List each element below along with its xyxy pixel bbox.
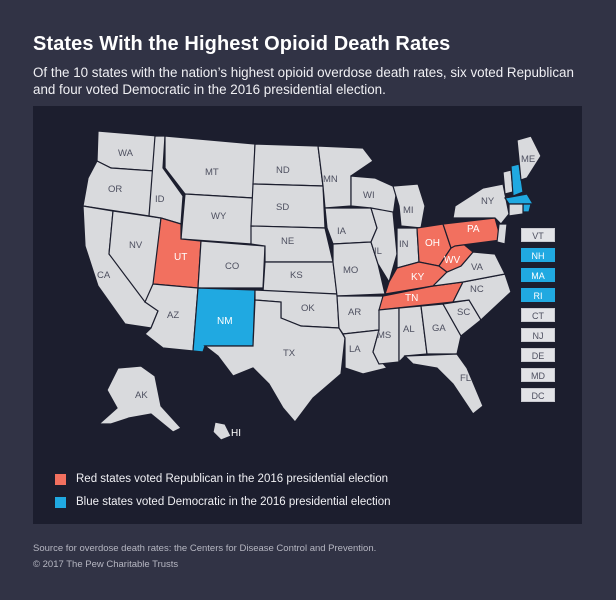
state-MA — [503, 193, 535, 205]
label-MI: MI — [403, 205, 414, 216]
box-DC: DC — [521, 388, 555, 402]
label-PA: PA — [467, 224, 480, 235]
state-IL — [370, 207, 398, 284]
page-title: States With the Highest Opioid Death Rat… — [33, 33, 451, 55]
label-HI: HI — [231, 428, 241, 439]
label-NE: NE — [281, 236, 294, 247]
state-PA — [442, 217, 502, 249]
label-MO: MO — [343, 265, 358, 276]
label-CO: CO — [225, 261, 239, 272]
label-LA: LA — [349, 344, 361, 355]
label-UT: UT — [174, 252, 187, 263]
label-MS: MS — [377, 330, 391, 341]
label-VA: VA — [471, 262, 484, 273]
label-IN: IN — [399, 239, 409, 250]
label-KY: KY — [411, 272, 425, 283]
label-GA: GA — [432, 323, 446, 334]
map-panel: WA OR CA NV ID MT WY UT CO AZ NM ND SD N… — [33, 106, 582, 524]
box-NH: NH — [521, 248, 555, 262]
label-SD: SD — [276, 202, 289, 213]
box-DE: DE — [521, 348, 555, 362]
label-AK: AK — [135, 390, 148, 401]
label-MT: MT — [205, 167, 219, 178]
source-note: Source for overdose death rates: the Cen… — [33, 543, 377, 554]
label-MN: MN — [323, 174, 338, 185]
label-TX: TX — [283, 348, 296, 359]
us-map: WA OR CA NV ID MT WY UT CO AZ NM ND SD N… — [82, 130, 542, 441]
state-GA — [420, 303, 462, 355]
label-FL: FL — [460, 373, 471, 384]
label-NM: NM — [217, 316, 233, 327]
page-subtitle: Of the 10 states with the nation’s highe… — [33, 65, 574, 97]
state-CT — [508, 203, 524, 217]
label-CA: CA — [97, 270, 111, 281]
box-NJ: NJ — [521, 328, 555, 342]
box-MA: MA — [521, 268, 555, 282]
label-NY: NY — [481, 196, 495, 207]
state-ME — [516, 135, 542, 181]
legend-red-swatch — [55, 473, 66, 485]
state-IA — [324, 207, 378, 245]
label-NC: NC — [470, 284, 484, 295]
label-WV: WV — [444, 255, 460, 266]
label-ME: ME — [521, 154, 535, 165]
label-OH: OH — [425, 238, 440, 249]
label-AR: AR — [348, 307, 361, 318]
label-KS: KS — [290, 270, 303, 281]
box-RI: RI — [521, 288, 555, 302]
label-IA: IA — [337, 226, 347, 237]
label-IL: IL — [374, 246, 382, 257]
legend-democratic: Blue states voted Democratic in the 2016… — [55, 496, 391, 508]
box-CT: CT — [521, 308, 555, 322]
label-WY: WY — [211, 211, 227, 222]
state-TX — [203, 299, 346, 423]
label-ND: ND — [276, 165, 290, 176]
label-AL: AL — [403, 324, 415, 335]
label-WA: WA — [118, 148, 134, 159]
label-OR: OR — [108, 184, 122, 195]
state-NJ — [496, 223, 508, 245]
label-SC: SC — [457, 307, 470, 318]
box-MD: MD — [521, 368, 555, 382]
label-NV: NV — [129, 240, 143, 251]
label-ID: ID — [155, 194, 165, 205]
state-RI — [522, 203, 532, 213]
label-AZ: AZ — [167, 310, 179, 321]
legend-blue-swatch — [55, 496, 66, 508]
legend-blue-label: Blue states voted Democratic in the 2016… — [76, 496, 391, 508]
state-NY — [452, 183, 510, 225]
box-VT: VT — [521, 228, 555, 242]
label-OK: OK — [301, 303, 315, 314]
copyright-note: © 2017 The Pew Charitable Trusts — [33, 559, 179, 570]
state-HI — [212, 421, 232, 441]
state-FL — [403, 353, 484, 415]
state-AK — [97, 365, 182, 433]
legend-red-label: Red states voted Republican in the 2016 … — [76, 473, 388, 485]
label-WI: WI — [363, 190, 375, 201]
label-TN: TN — [405, 293, 418, 304]
legend-republican: Red states voted Republican in the 2016 … — [55, 473, 388, 485]
